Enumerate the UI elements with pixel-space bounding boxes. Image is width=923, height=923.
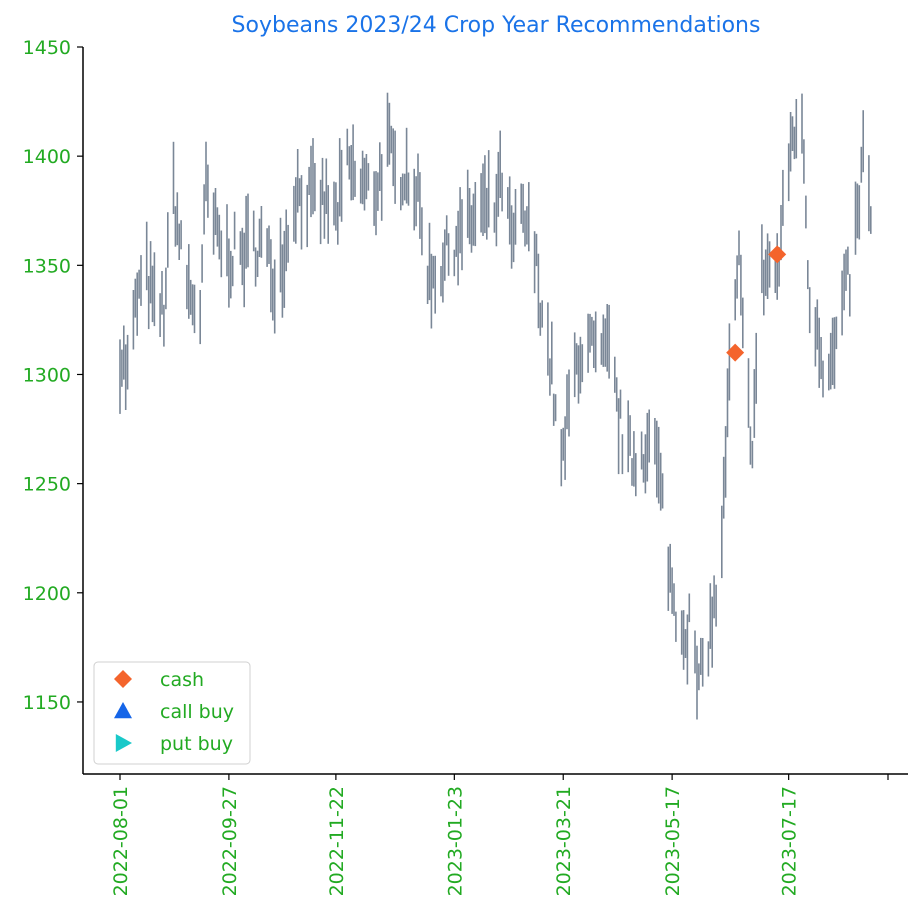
y-tick-label: 1150 bbox=[23, 692, 71, 714]
y-tick-label: 1300 bbox=[23, 364, 71, 386]
cash-marker bbox=[726, 343, 745, 362]
y-tick-label: 1200 bbox=[23, 583, 71, 605]
y-tick-label: 1350 bbox=[23, 255, 71, 277]
legend-box bbox=[93, 661, 251, 765]
y-axis-ticks: 1150 1200 1250 1300 1350 1400 1450 bbox=[23, 37, 83, 714]
legend-marker-call-buy bbox=[114, 702, 132, 719]
chart-title: Soybeans 2023/24 Crop Year Recommendatio… bbox=[232, 13, 761, 38]
x-tick-label: 2023-03-21 bbox=[553, 786, 575, 896]
y-tick-label: 1400 bbox=[23, 146, 71, 168]
recommendation-markers bbox=[726, 245, 787, 362]
x-tick-label: 2022-08-01 bbox=[110, 786, 132, 896]
legend-marker-put-buy bbox=[115, 734, 132, 752]
x-tick-label: 2022-11-22 bbox=[326, 786, 348, 896]
cash-marker bbox=[768, 245, 787, 264]
legend-label-call-buy: call buy bbox=[160, 701, 234, 723]
legend-label-put-buy: put buy bbox=[160, 733, 233, 755]
legend: cash call buy put buy bbox=[93, 661, 251, 765]
price-bars bbox=[119, 92, 872, 720]
x-tick-label: 2023-07-17 bbox=[779, 786, 801, 896]
legend-marker-cash bbox=[114, 670, 132, 688]
y-tick-label: 1450 bbox=[23, 37, 71, 59]
x-tick-label: 2022-09-27 bbox=[219, 786, 241, 896]
x-tick-label: 2023-01-23 bbox=[444, 786, 466, 896]
x-axis-ticks: 2022-08-01 2022-09-27 2022-11-22 2023-01-23… bbox=[110, 774, 889, 896]
legend-label-cash: cash bbox=[160, 669, 204, 691]
x-tick-label: 2023-05-17 bbox=[662, 786, 684, 896]
y-tick-label: 1250 bbox=[23, 474, 71, 496]
